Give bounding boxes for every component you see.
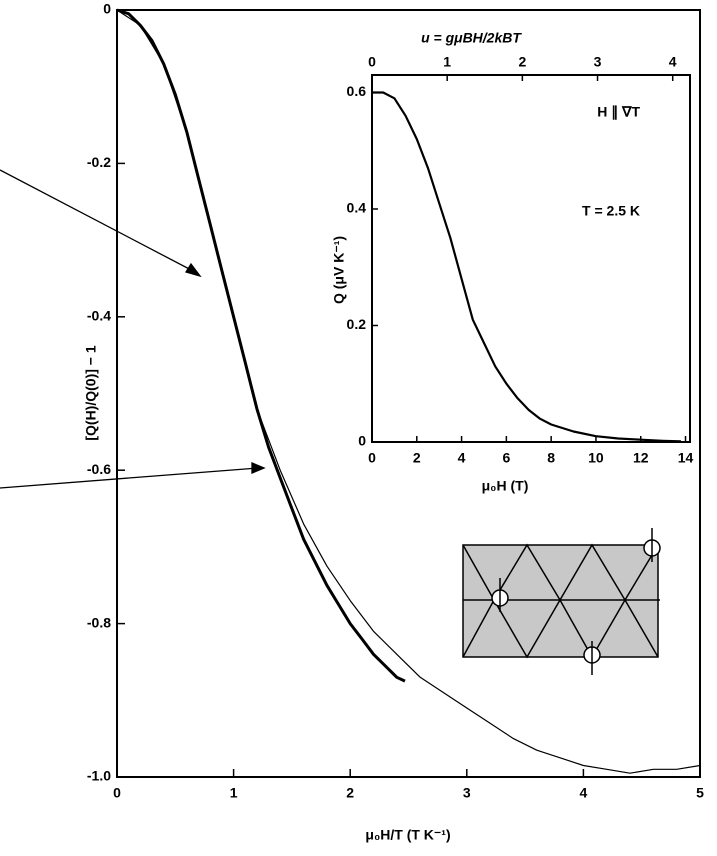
x2-tick-label: 0 [368, 54, 376, 70]
x-axis-label: μ₀H/T (T K⁻¹) [365, 827, 450, 843]
y-tick-label: 0.2 [347, 316, 367, 332]
x-tick-label: 3 [463, 785, 471, 801]
x-tick-label: 2 [346, 785, 354, 801]
x-tick-label: 12 [633, 450, 649, 466]
x2-tick-label: 4 [669, 54, 677, 70]
y-axis-label: [Q(H)/Q(0)] − 1 [83, 345, 99, 440]
x-tick-label: 2 [413, 450, 421, 466]
x-tick-label: 8 [547, 450, 555, 466]
arrow-head [184, 262, 202, 278]
arrow [0, 467, 259, 489]
data-line [372, 91, 682, 443]
x-tick-label: 5 [696, 785, 704, 801]
lattice [462, 528, 661, 675]
y-axis-label: Q (μV K⁻¹) [331, 236, 347, 304]
y-tick-label: 0 [103, 1, 111, 17]
x-axis-label: μ₀H (T) [482, 478, 529, 494]
x2-tick-label: 2 [518, 54, 526, 70]
y-tick-label: -0.6 [87, 461, 111, 477]
x-tick-label: 4 [458, 450, 466, 466]
y-tick-label: -0.4 [87, 308, 111, 324]
inset-frame [371, 74, 691, 443]
x-tick-label: 4 [580, 785, 588, 801]
x-tick-label: 14 [678, 450, 694, 466]
x2-tick-label: 3 [594, 54, 602, 70]
arrows [0, 169, 266, 489]
y-tick-label: -0.2 [87, 154, 111, 170]
x-tick-label: 10 [588, 450, 604, 466]
x2-tick-label: 1 [443, 54, 451, 70]
x2-axis-label: u = gμBH/2kBT [421, 30, 522, 46]
data-line [116, 8, 406, 683]
x-tick-label: 0 [368, 450, 376, 466]
y-tick-label: 0.4 [347, 200, 367, 216]
y-tick-label: -0.8 [87, 614, 111, 630]
y-tick-label: -1.0 [87, 768, 111, 784]
y-tick-label: 0 [358, 433, 366, 449]
arrow [0, 169, 196, 273]
annotation: T = 2.5 K [582, 203, 640, 219]
x-tick-label: 0 [113, 785, 121, 801]
data-line [116, 9, 701, 774]
y-tick-label: 0.6 [347, 83, 367, 99]
main-frame [116, 9, 701, 778]
x-tick-label: 6 [502, 450, 510, 466]
annotation: H ∥ ∇T [597, 104, 640, 121]
x-tick-label: 1 [230, 785, 238, 801]
arrow-head [251, 462, 266, 474]
